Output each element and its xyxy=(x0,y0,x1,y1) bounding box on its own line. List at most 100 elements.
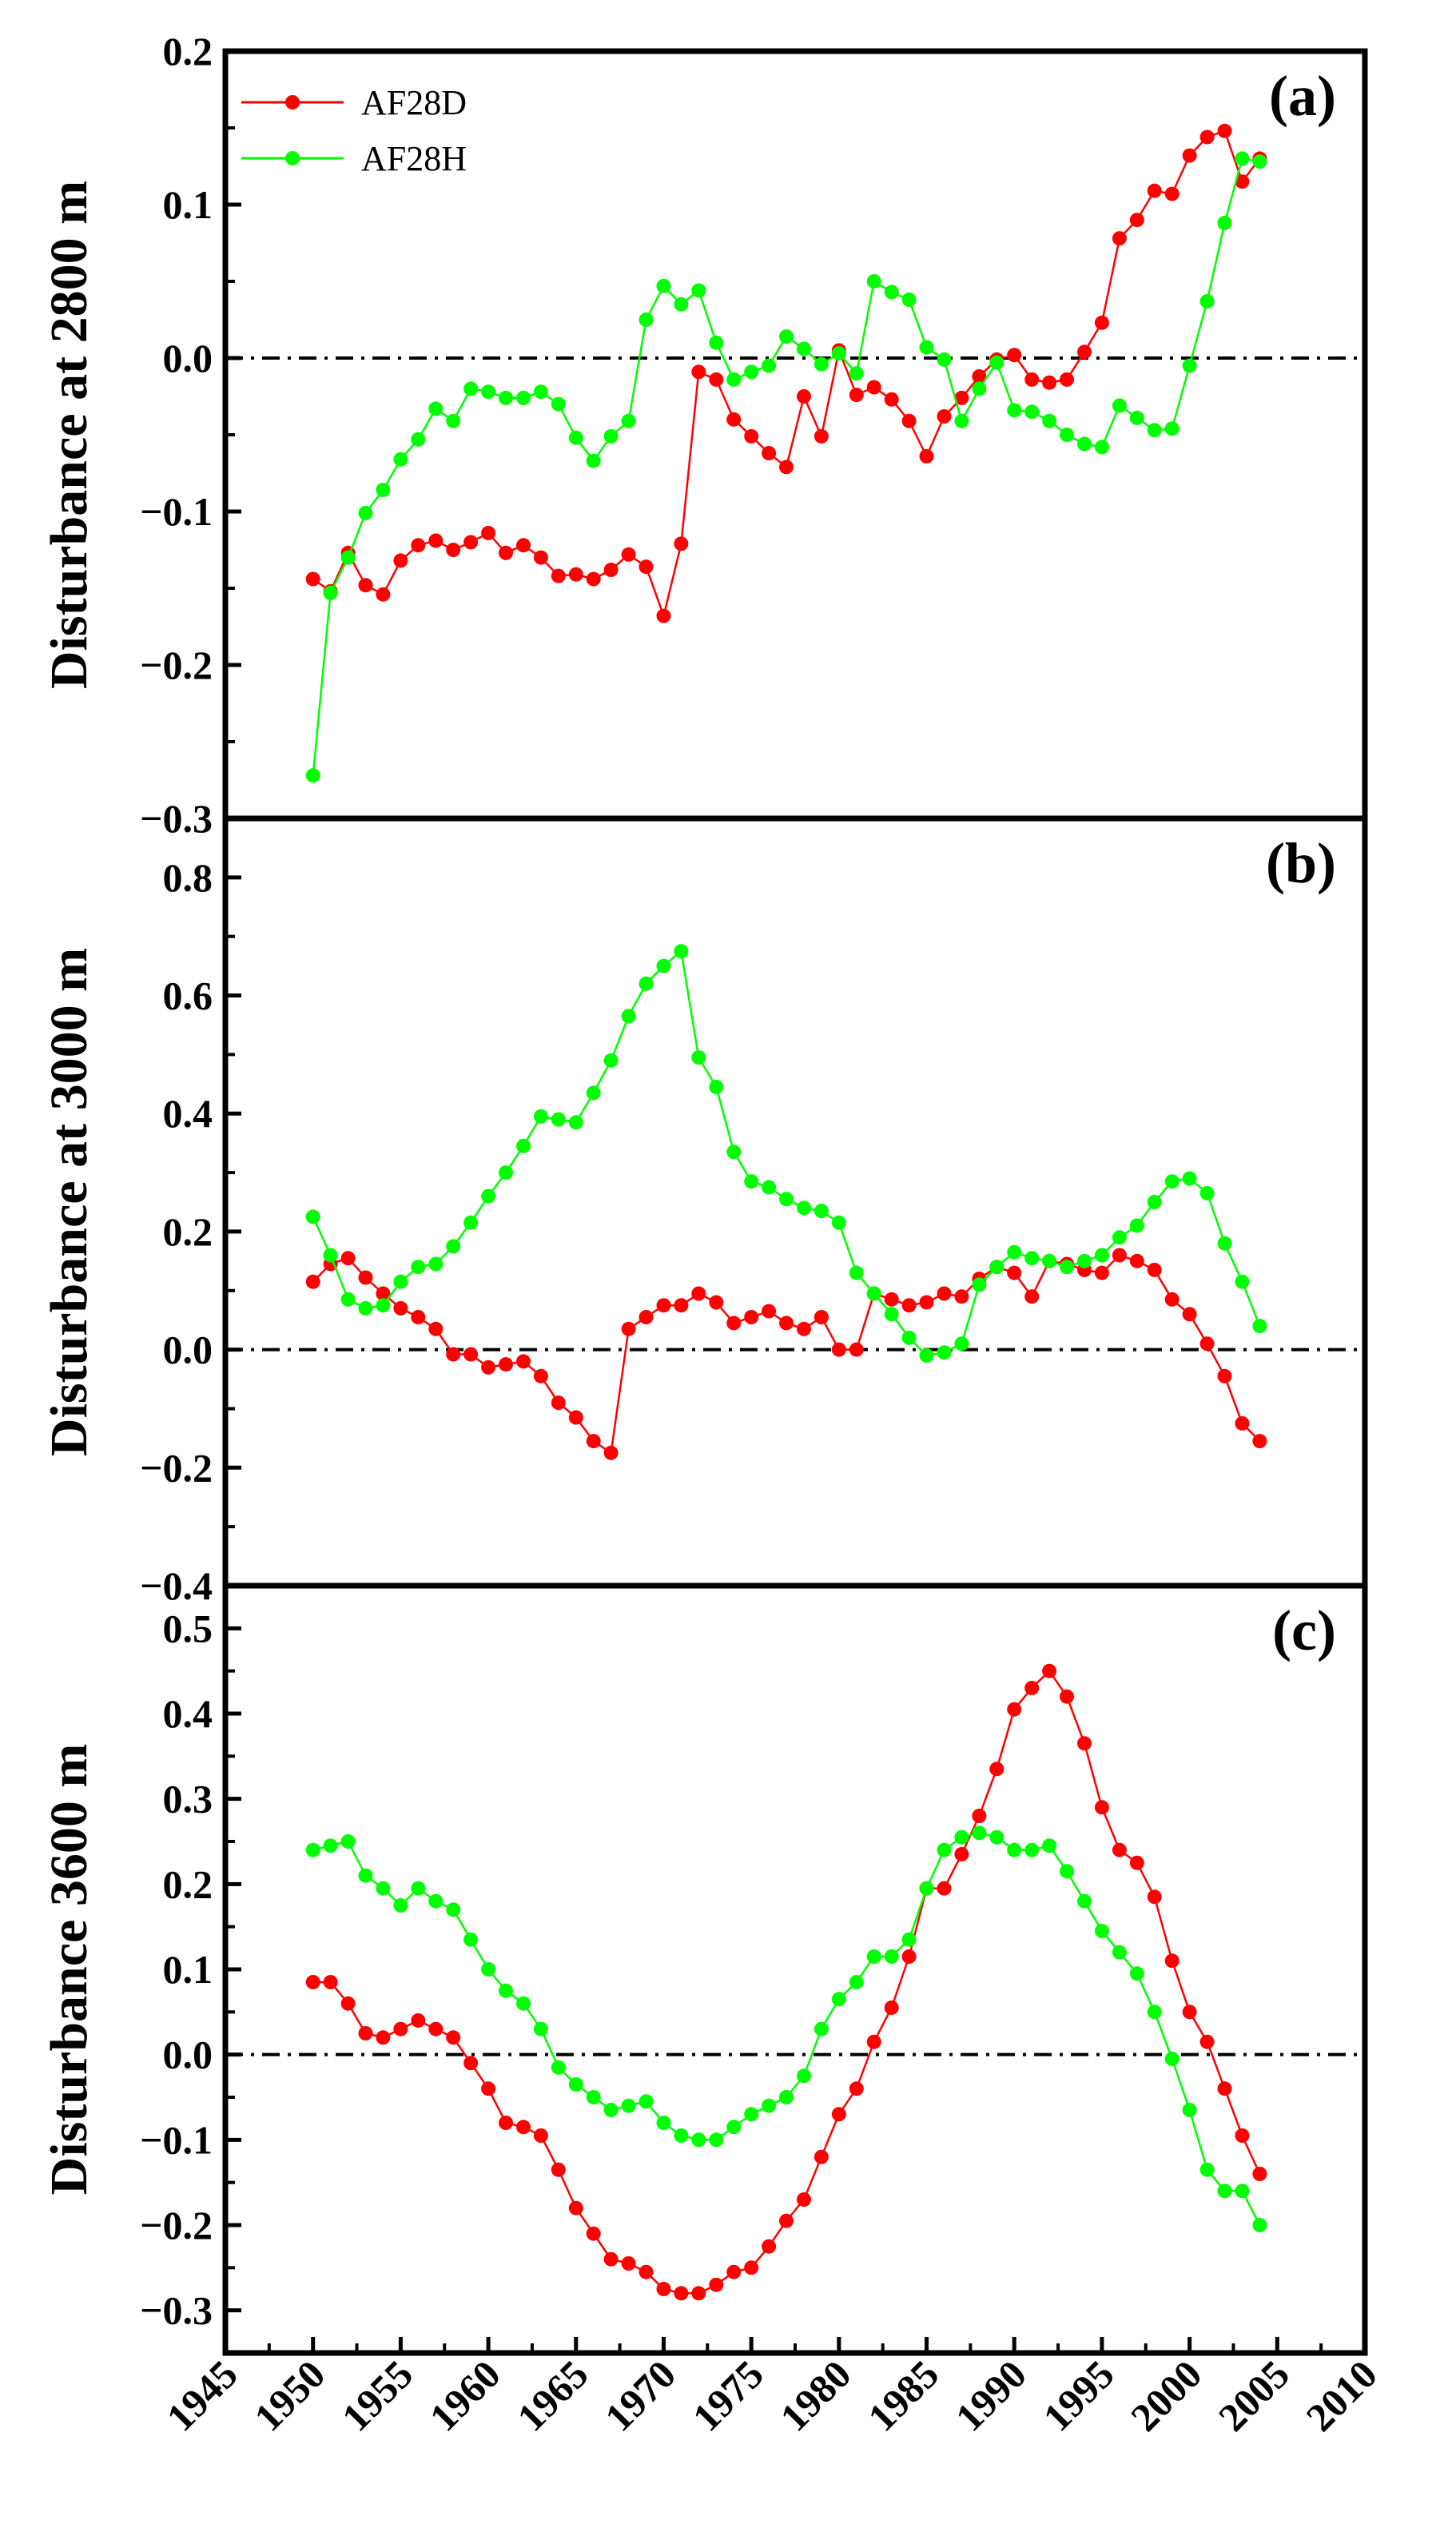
panel-c: −0.3 −0.2 −0.1 0.0 0.1 0.2 0.3 0.4 0.5 Disturban… xyxy=(40,1583,1368,2356)
data-point-af28d xyxy=(1199,129,1215,145)
data-point-af28d xyxy=(499,1357,513,1372)
data-point-af28d xyxy=(972,1809,987,1823)
data-point-af28h xyxy=(797,341,811,356)
data-point-af28d xyxy=(1147,183,1162,198)
data-point-af28h xyxy=(762,1180,777,1195)
data-point-af28h xyxy=(674,2128,689,2143)
data-point-af28d xyxy=(937,1881,952,1896)
data-point-af28d xyxy=(779,1316,794,1331)
data-point-af28h xyxy=(919,1348,934,1363)
y-tick-label: 0.0 xyxy=(163,2032,213,2077)
data-point-af28d xyxy=(393,1300,408,1316)
data-point-af28d xyxy=(533,1368,548,1383)
data-point-af28d xyxy=(937,1286,952,1301)
data-point-af28h xyxy=(849,366,864,381)
data-point-af28d xyxy=(937,409,952,424)
data-point-af28d xyxy=(1024,1289,1040,1304)
data-point-af28d xyxy=(1252,2167,1267,2181)
y-tick-label: −0.3 xyxy=(140,2288,213,2333)
data-point-af28h xyxy=(516,1996,531,2011)
y-tick-label: 0.1 xyxy=(163,1947,213,1992)
y-tick-label: 0.1 xyxy=(163,182,213,227)
data-point-af28h xyxy=(1147,1195,1162,1209)
data-point-af28h xyxy=(1129,1966,1144,1981)
data-point-af28d xyxy=(901,1298,917,1313)
data-point-af28h xyxy=(393,1274,408,1289)
data-point-af28h xyxy=(1182,2103,1197,2117)
data-point-af28d xyxy=(499,545,513,560)
data-point-af28h xyxy=(797,2068,811,2084)
data-point-af28d xyxy=(762,446,777,460)
legend-label-af28d: AF28D xyxy=(361,83,467,122)
data-point-af28h xyxy=(814,1204,829,1219)
data-point-af28d xyxy=(814,2149,829,2164)
data-point-af28d xyxy=(919,448,934,464)
data-point-af28d xyxy=(1217,2081,1232,2096)
data-point-af28d xyxy=(481,2081,496,2096)
data-point-af28d xyxy=(1129,1253,1144,1268)
data-point-af28h xyxy=(586,2090,601,2104)
data-point-af28h xyxy=(638,976,654,991)
data-point-af28h xyxy=(323,1248,338,1263)
data-point-af28d xyxy=(1060,372,1074,387)
data-point-af28d xyxy=(358,2026,373,2040)
data-point-af28h xyxy=(1077,1893,1092,1909)
data-point-af28h xyxy=(972,1277,987,1292)
data-point-af28h xyxy=(1042,413,1057,428)
data-point-af28d xyxy=(586,2226,601,2241)
data-point-af28d xyxy=(762,1304,777,1319)
data-point-af28h xyxy=(1024,404,1040,420)
data-point-af28h xyxy=(1129,1218,1144,1233)
data-point-af28h xyxy=(1024,1251,1040,1266)
data-point-af28h xyxy=(1042,1253,1057,1268)
data-point-af28d xyxy=(586,1434,601,1449)
data-point-af28d xyxy=(797,1321,811,1336)
data-point-af28h xyxy=(428,1256,444,1272)
data-point-af28h xyxy=(831,346,846,361)
data-point-af28h xyxy=(393,1898,408,1913)
data-point-af28h xyxy=(656,958,671,973)
y-tick-label: 0.2 xyxy=(163,29,213,74)
data-point-af28h xyxy=(411,432,426,447)
data-point-af28h xyxy=(446,1239,461,1254)
data-point-af28h xyxy=(884,1307,899,1322)
data-point-af28d xyxy=(568,1410,583,1425)
data-point-af28d xyxy=(411,1310,426,1324)
data-point-af28d xyxy=(831,2107,846,2122)
data-point-af28h xyxy=(849,1265,864,1280)
data-point-af28d xyxy=(305,1274,320,1289)
data-point-af28d xyxy=(919,1295,934,1310)
data-point-af28d xyxy=(1112,1842,1127,1857)
data-point-af28d xyxy=(340,1996,356,2011)
data-point-af28h xyxy=(1199,294,1215,309)
data-point-af28d xyxy=(621,547,636,562)
data-point-af28d xyxy=(1235,174,1250,189)
data-point-af28h xyxy=(762,358,777,373)
data-point-af28d xyxy=(358,578,373,593)
y-tick-label: −0.2 xyxy=(140,1445,213,1490)
data-point-af28d xyxy=(411,538,426,553)
data-point-af28h xyxy=(586,453,601,468)
data-point-af28h xyxy=(866,1286,881,1301)
data-point-af28h xyxy=(1182,1171,1197,1186)
data-point-af28h xyxy=(638,313,654,327)
data-point-af28d xyxy=(305,1975,320,1989)
data-point-af28d xyxy=(797,2192,811,2207)
data-point-af28h xyxy=(1252,154,1267,169)
data-point-af28h xyxy=(831,1992,846,2007)
data-point-af28d xyxy=(744,1310,759,1324)
y-tick-label: −0.2 xyxy=(140,2203,213,2247)
data-point-af28h xyxy=(884,1949,899,1964)
data-point-af28h xyxy=(726,1145,742,1160)
data-point-af28d xyxy=(428,1321,444,1336)
data-point-af28d xyxy=(638,1310,654,1324)
data-point-af28d xyxy=(586,571,601,587)
data-point-af28d xyxy=(1147,1889,1162,1905)
data-point-af28d xyxy=(954,390,969,405)
data-point-af28d xyxy=(989,1762,1004,1777)
data-point-af28h xyxy=(709,335,724,350)
data-point-af28h xyxy=(533,2021,548,2036)
data-point-af28h xyxy=(621,1009,636,1024)
data-point-af28d xyxy=(393,553,408,568)
data-point-af28d xyxy=(638,2264,654,2279)
